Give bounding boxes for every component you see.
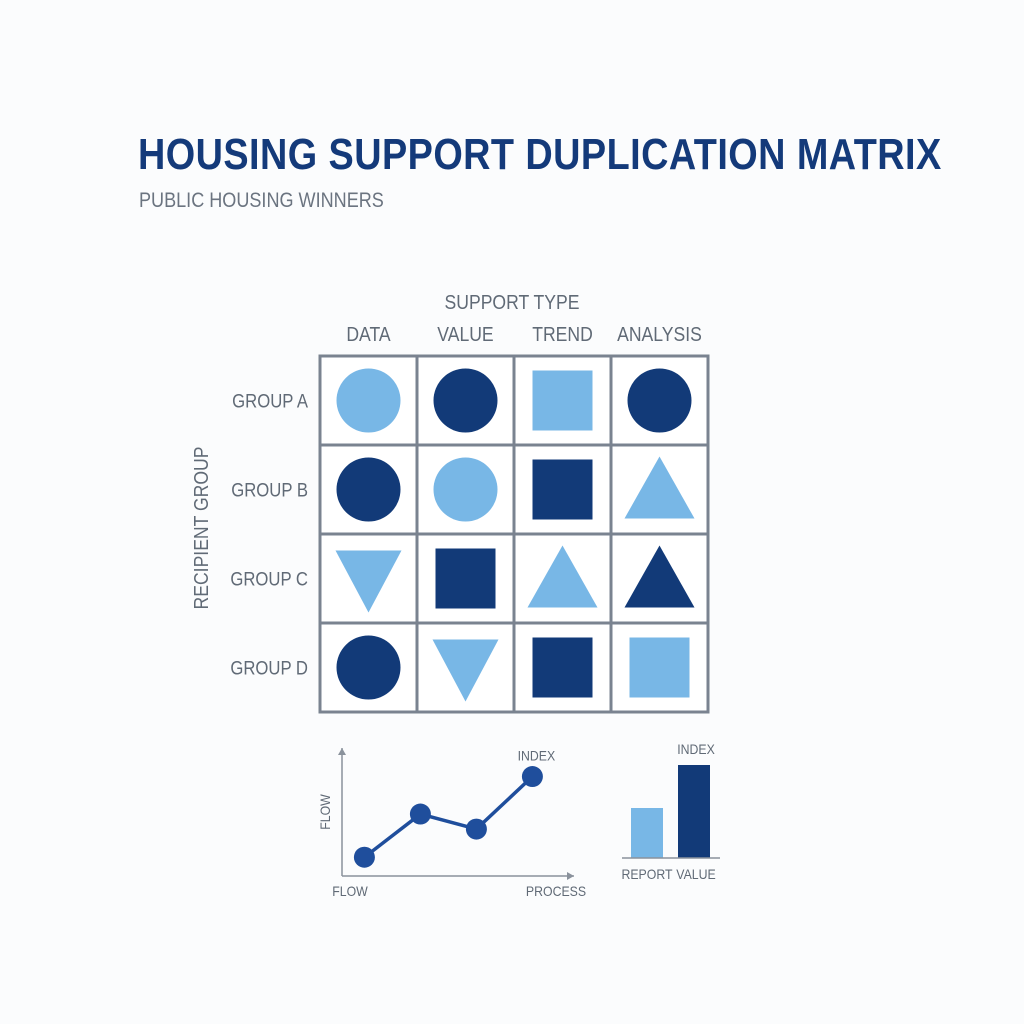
cell-group-d-analysis-square (629, 637, 690, 698)
column-header-trend: TREND (532, 323, 593, 345)
column-axis-label: SUPPORT TYPE (445, 291, 580, 313)
series-line (363, 775, 534, 859)
row-header-group-d: GROUP D (230, 658, 308, 679)
y-axis-label: FLOW (317, 794, 333, 830)
data-point-1 (353, 846, 375, 868)
line-annotation: INDEX (518, 748, 556, 764)
column-header-analysis: ANALYSIS (617, 323, 702, 345)
data-point-4 (521, 766, 543, 788)
chart-title: HOUSING SUPPORT DUPLICATION MATRIX (138, 130, 942, 179)
cell-group-c-data-triangle-down (335, 550, 402, 613)
x-axis-label-start: FLOW (332, 883, 368, 899)
row-header-group-c: GROUP C (230, 569, 308, 590)
x-axis-arrow (567, 872, 574, 880)
row-header-group-b: GROUP B (231, 480, 308, 501)
cell-group-b-value-circle (433, 457, 498, 522)
cell-group-b-analysis-triangle-up (624, 456, 695, 519)
duplication-matrix: DATA VALUE TREND ANALYSIS GROUP A GROUP B GROU… (230, 323, 710, 714)
chart-subtitle: PUBLIC HOUSING WINNERS (139, 189, 384, 212)
bar-label-value: VALUE (676, 866, 716, 882)
y-axis-arrow (338, 748, 346, 755)
cell-group-b-trend-square (532, 459, 593, 520)
x-axis-label-end: PROCESS (526, 883, 586, 899)
cell-group-d-value-triangle-down (432, 639, 499, 702)
cell-group-a-data-circle (336, 368, 401, 433)
data-point-2 (409, 803, 431, 825)
cell-group-b-data-circle (336, 457, 401, 522)
cell-group-d-data-circle (336, 635, 401, 700)
row-header-group-a: GROUP A (232, 391, 308, 412)
bar-value (678, 765, 710, 858)
mini-bar-chart: REPORT VALUE INDEX (621, 741, 720, 882)
cell-group-c-trend-triangle-up (527, 545, 598, 608)
data-point-3 (465, 818, 487, 840)
bar-report (631, 808, 663, 858)
cell-group-c-value-square (435, 548, 496, 609)
bar-annotation: INDEX (677, 741, 715, 757)
cell-group-a-value-circle (433, 368, 498, 433)
column-header-value: VALUE (437, 323, 493, 345)
cell-group-c-analysis-triangle-up (624, 545, 695, 608)
mini-line-chart: INDEX FLOW PROCESS FLOW (317, 748, 586, 899)
bar-label-report: REPORT (621, 866, 672, 882)
cell-group-d-trend-square (532, 637, 593, 698)
cell-group-a-trend-square (532, 370, 593, 431)
cell-group-a-analysis-circle (627, 368, 692, 433)
row-axis-label: RECIPIENT GROUP (190, 447, 212, 610)
column-header-data: DATA (346, 323, 391, 345)
